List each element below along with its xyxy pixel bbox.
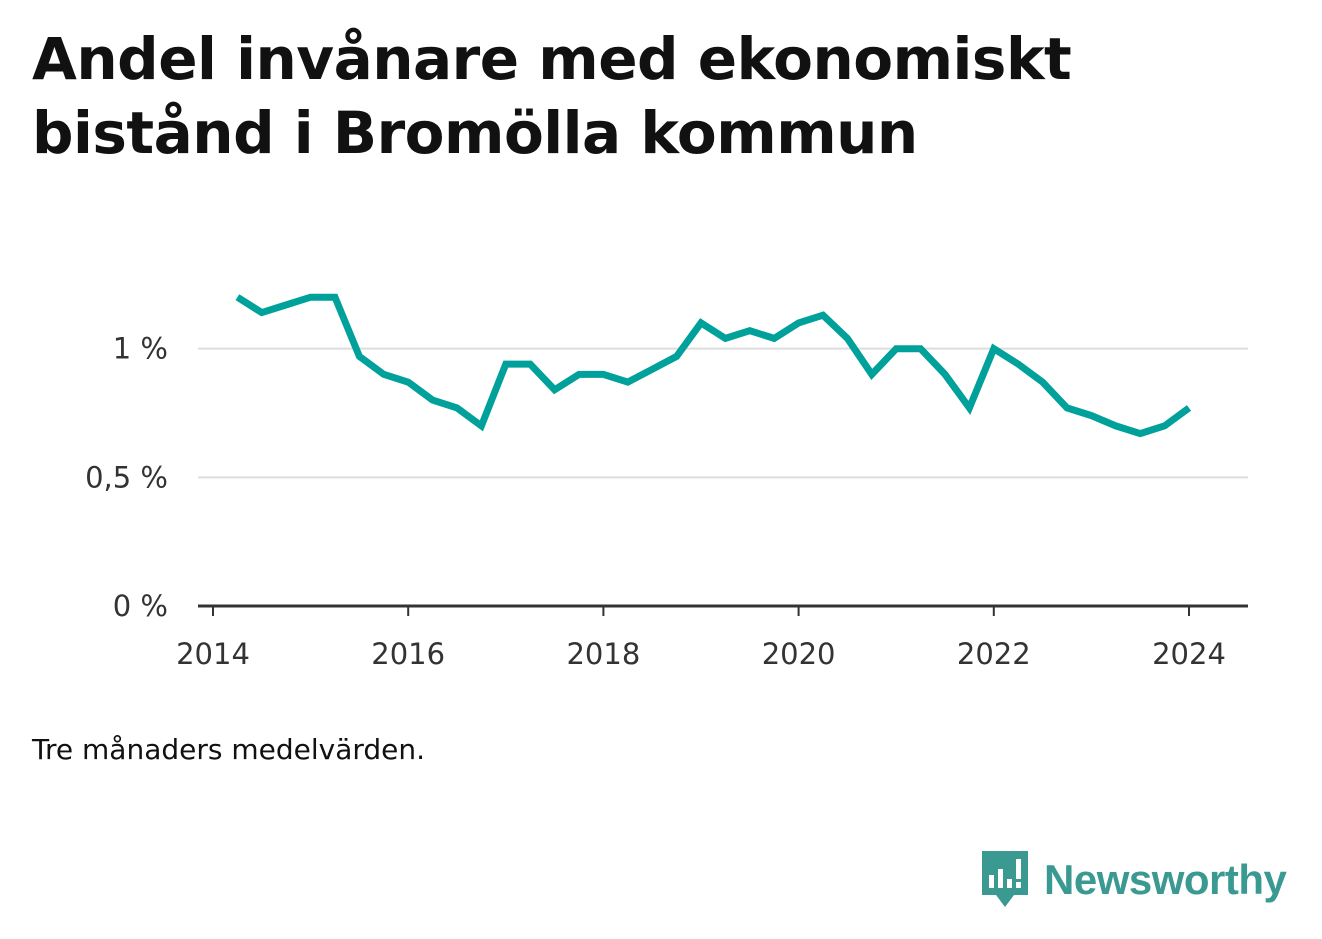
x-tick-label: 2018: [566, 637, 640, 671]
x-tick-label: 2020: [762, 637, 836, 671]
series-line: [235, 293, 1192, 438]
y-tick-label: 0 %: [113, 589, 168, 623]
x-tick-label: 2014: [176, 637, 250, 671]
line-chart: 0 % 0,5 % 1 % 2014 2016 2018 2020 2022 2024: [85, 293, 1248, 671]
x-tick-label: 2016: [371, 637, 445, 671]
chart-note: Tre månaders medelvärden.: [32, 733, 426, 766]
gridlines: [198, 347, 1248, 479]
brand-logo[interactable]: Newsworthy: [980, 848, 1287, 912]
y-tick-label: 0,5 %: [85, 460, 168, 494]
x-tick-label: 2022: [957, 637, 1031, 671]
y-tick-label: 1 %: [113, 332, 168, 366]
series-layer: [235, 293, 1192, 438]
y-axis-labels: 0 % 0,5 % 1 %: [85, 332, 168, 623]
x-axis: 2014 2016 2018 2020 2022 2024: [176, 604, 1248, 671]
x-tick-label: 2024: [1152, 637, 1226, 671]
brand-name: Newsworthy: [1044, 856, 1287, 903]
newsworthy-logo-icon: [982, 851, 1028, 907]
chart-title: Andel invånare med ekonomiskt bistånd i …: [32, 25, 1072, 167]
